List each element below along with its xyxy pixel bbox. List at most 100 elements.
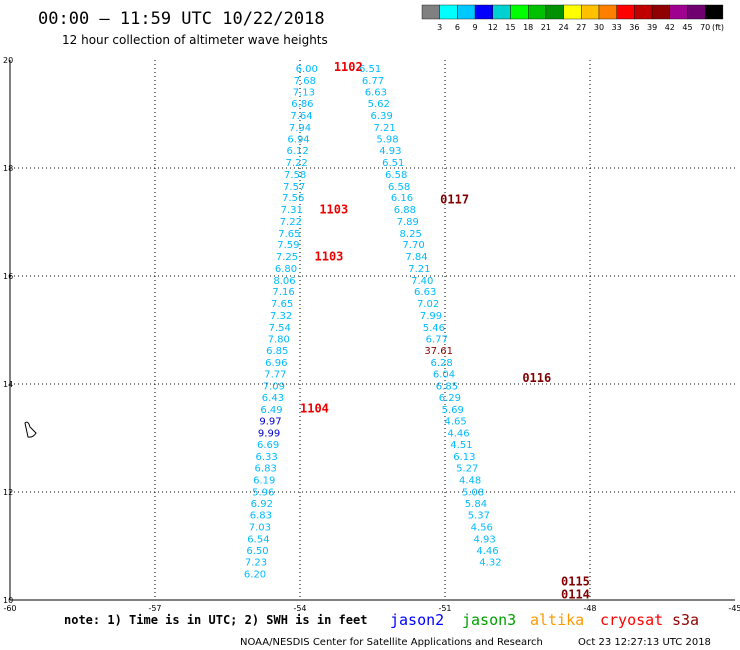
legend-swatch (457, 4, 476, 20)
wave-height-label: 5.98 (376, 134, 398, 145)
wave-height-label: 7.94 (289, 123, 311, 134)
pass-id-label: 0114 (561, 588, 590, 602)
x-tick-label: -54 (293, 604, 306, 613)
legend-label: 42 (665, 23, 675, 32)
y-tick-label: 18 (3, 164, 13, 173)
data-points: 6.007.687.136.867.647.946.946.127.227.58… (244, 64, 502, 580)
legend-label: 30 (594, 23, 604, 32)
x-tick-label: -51 (438, 604, 451, 613)
wave-height-label: 7.31 (281, 205, 303, 216)
credit-text: NOAA/NESDIS Center for Satellite Applica… (240, 637, 543, 648)
wave-height-label: 37.61 (424, 346, 453, 357)
legend-label: 3 (437, 23, 442, 32)
legend-swatch (581, 4, 600, 20)
pass-id-label: 0117 (440, 192, 469, 206)
wave-height-label: 7.99 (420, 311, 442, 322)
wave-height-label: 6.85 (436, 382, 458, 393)
legend-label: 24 (559, 23, 569, 32)
wave-height-label: 9.97 (259, 417, 281, 428)
wave-height-label: 7.16 (272, 287, 294, 298)
legend-swatch (492, 4, 511, 20)
legend-label: 27 (576, 23, 586, 32)
wave-height-label: 6.94 (287, 134, 309, 145)
wave-height-label: 4.51 (450, 440, 472, 451)
color-legend: 3 6 9 12 15 18 21 24 27 30 33 36 39 42 45 70 (421, 4, 724, 32)
wave-height-label: 6.77 (362, 76, 384, 87)
wave-height-label: 7.58 (284, 170, 306, 181)
wave-height-label: 4.48 (459, 476, 481, 487)
wave-height-label: 6.58 (388, 182, 410, 193)
wave-height-label: 7.84 (405, 252, 427, 263)
x-tick-label: -48 (583, 604, 596, 613)
wave-height-label: 4.32 (479, 558, 501, 569)
y-tick-label: 10 (3, 596, 13, 605)
wave-height-label: 7.64 (290, 111, 312, 122)
wave-height-label: 7.65 (278, 229, 300, 240)
satellite-name: cryosat (600, 611, 663, 629)
wave-height-label: 6.50 (246, 546, 268, 557)
wave-height-label: 4.56 (471, 523, 493, 534)
x-tick-label: -57 (148, 604, 161, 613)
wave-height-label: 6.00 (296, 64, 318, 75)
wave-height-label: 6.80 (275, 264, 297, 275)
pass-id-label: 1103 (319, 203, 348, 217)
wave-height-label: 6.83 (250, 511, 272, 522)
legend-swatch (634, 4, 653, 20)
x-tick-label: -45 (728, 604, 740, 613)
wave-height-label: 7.77 (264, 370, 286, 381)
wave-height-label: 7.23 (245, 558, 267, 569)
wave-height-label: 6.63 (414, 287, 436, 298)
wave-height-label: 6.28 (430, 358, 452, 369)
legend-swatch (598, 4, 617, 20)
wave-height-label: 6.29 (439, 393, 461, 404)
wave-height-label: 5.37 (468, 511, 490, 522)
satellite-name: jason2 (390, 611, 444, 629)
wave-height-label: 8.06 (273, 276, 295, 287)
x-tick-label: -60 (3, 604, 16, 613)
wave-height-label: 6.43 (262, 393, 284, 404)
wave-height-label: 6.54 (247, 534, 269, 545)
pass-id-label: 0116 (522, 371, 551, 385)
legend-label: 15 (505, 23, 515, 32)
legend-label: 12 (488, 23, 498, 32)
wave-height-label: 7.57 (283, 182, 305, 193)
wave-height-label: 6.86 (291, 99, 313, 110)
wave-height-label: 6.96 (265, 358, 287, 369)
wave-height-label: 7.59 (277, 240, 299, 251)
grid (10, 60, 735, 600)
axes: -60 -57 -54 -51 -48 -45 10 12 14 16 18 20 (3, 56, 740, 613)
legend-label: 6 (455, 23, 460, 32)
wave-height-label: 7.13 (293, 87, 315, 98)
pass-id-label: 1102 (334, 60, 363, 74)
wave-height-label: 4.46 (447, 429, 469, 440)
wave-height-label: 7.09 (263, 382, 285, 393)
satellite-name: s3a (672, 611, 699, 629)
wave-height-label: 5.84 (465, 499, 487, 510)
legend-label: 33 (612, 23, 622, 32)
legend-swatch (563, 4, 582, 20)
legend-label: 36 (629, 23, 639, 32)
legend-unit: (ft) (712, 23, 724, 32)
y-tick-label: 12 (3, 488, 13, 497)
wave-height-label: 6.58 (385, 170, 407, 181)
wave-height-label: 4.93 (379, 146, 401, 157)
legend-label: 9 (473, 23, 478, 32)
wave-height-label: 8.25 (400, 229, 422, 240)
wave-height-label: 6.49 (260, 405, 282, 416)
legend-swatch (545, 4, 564, 20)
wave-height-label: 7.25 (276, 252, 298, 263)
wave-height-label: 7.21 (408, 264, 430, 275)
wave-height-label: 5.96 (252, 487, 274, 498)
wave-height-label: 6.33 (256, 452, 278, 463)
wave-height-label: 5.46 (423, 323, 445, 334)
wave-height-label: 7.03 (249, 523, 271, 534)
wave-height-label: 7.54 (269, 323, 291, 334)
wave-height-label: 6.51 (359, 64, 381, 75)
y-tick-label: 20 (3, 56, 13, 65)
wave-height-label: 7.70 (402, 240, 424, 251)
wave-height-label: 7.80 (268, 335, 290, 346)
pass-id-label: 1104 (300, 401, 329, 415)
wave-height-label: 6.69 (257, 440, 279, 451)
legend-swatch (651, 4, 670, 20)
